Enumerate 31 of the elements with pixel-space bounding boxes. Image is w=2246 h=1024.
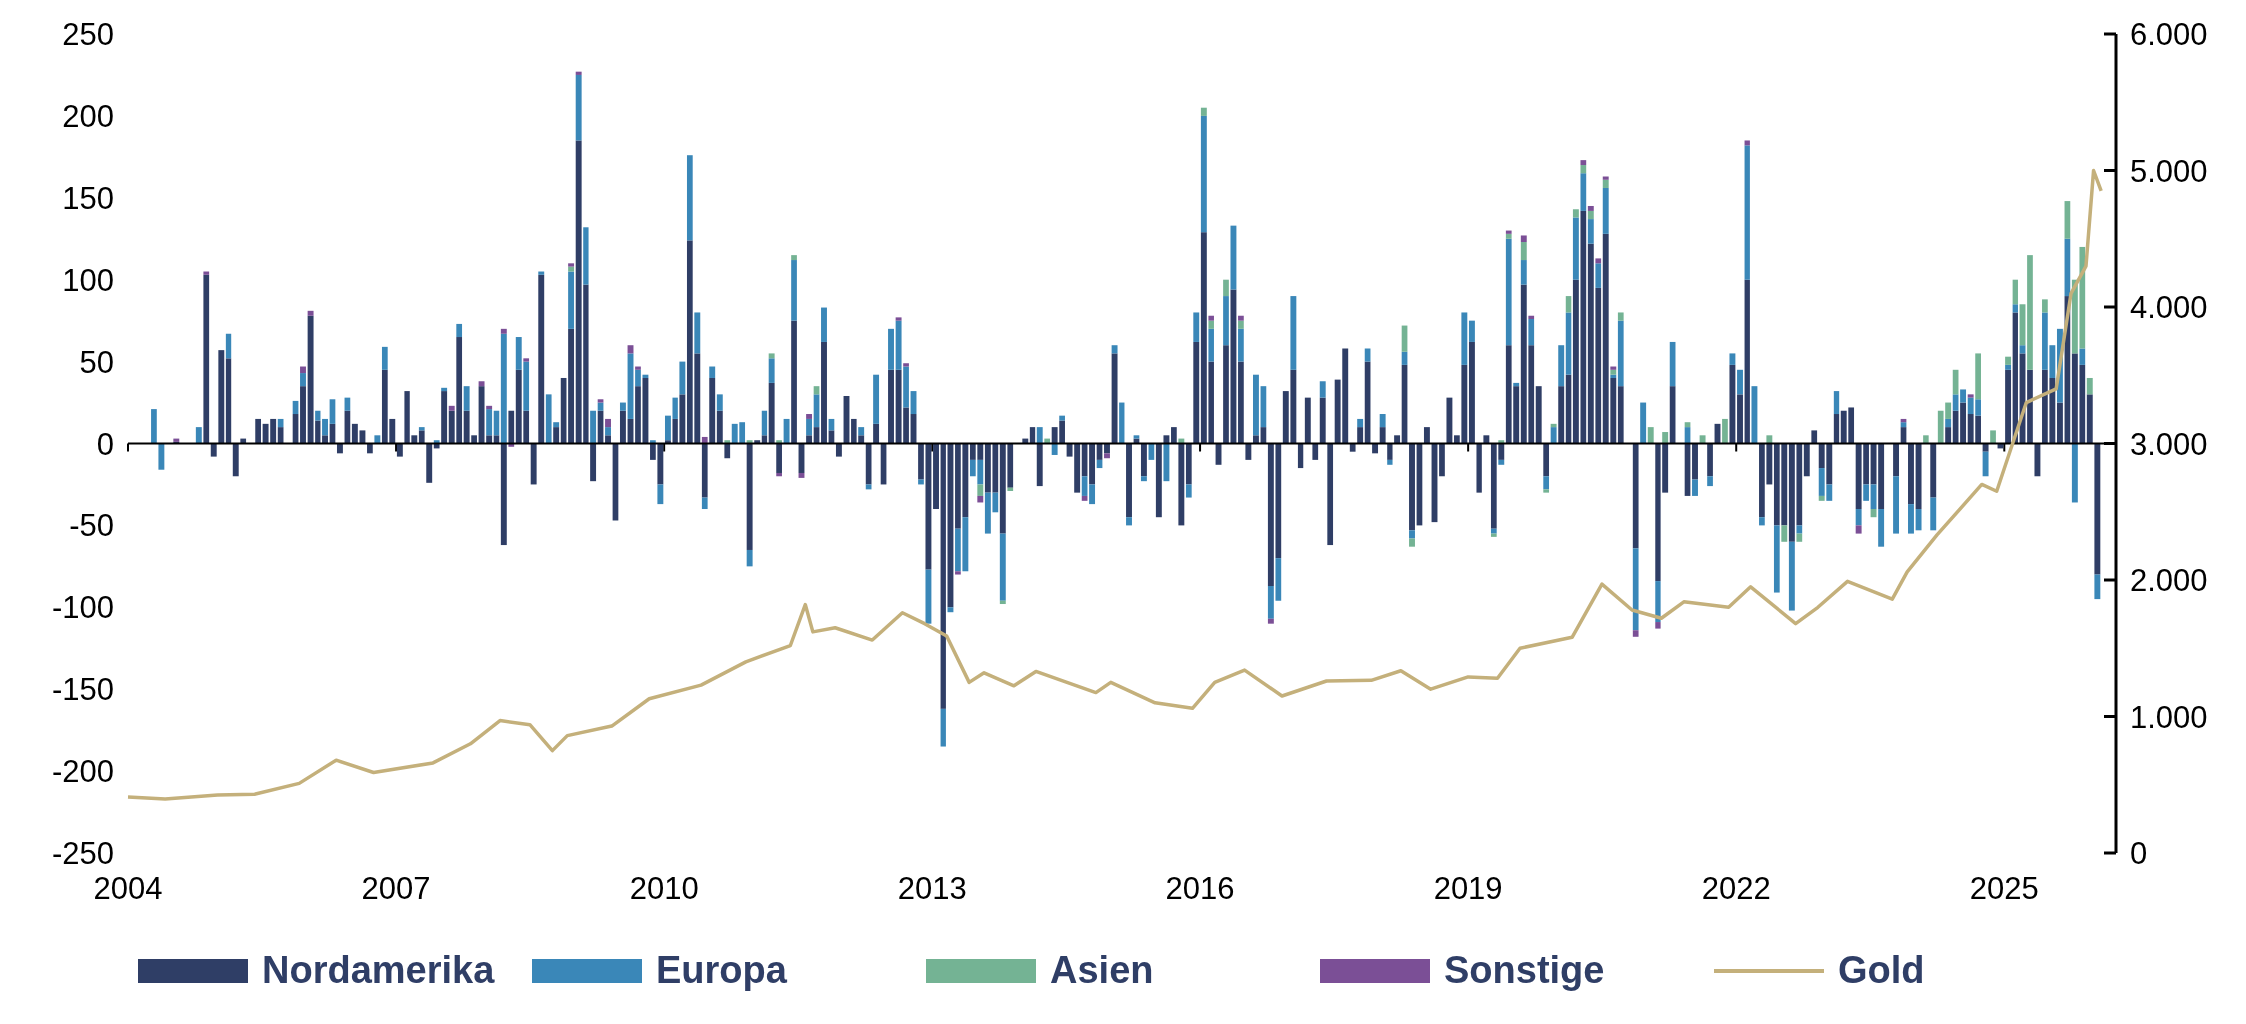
y-tick-label: 0 bbox=[96, 426, 114, 462]
legend-label: Gold bbox=[1838, 949, 1925, 991]
x-tick-label: 2016 bbox=[1165, 871, 1235, 906]
y-tick-label: -250 bbox=[51, 836, 114, 871]
y2-tick-label: 5.000 bbox=[2130, 153, 2208, 189]
y2-tick-label: 0 bbox=[2130, 836, 2148, 871]
y-tick-label: -150 bbox=[51, 672, 114, 708]
x-tick-label: 2022 bbox=[1701, 871, 1771, 906]
legend-label: Nordamerika bbox=[262, 949, 496, 991]
x-tick-label: 2007 bbox=[361, 871, 431, 906]
y-tick-label: 50 bbox=[79, 344, 114, 380]
legend-label: Asien bbox=[1050, 949, 1154, 991]
y-tick-label: 250 bbox=[62, 17, 114, 52]
x-tick-label: 2025 bbox=[1969, 871, 2039, 906]
y-tick-label: -50 bbox=[69, 508, 114, 544]
y-tick-label: 150 bbox=[62, 180, 114, 216]
y2-tick-label: 3.000 bbox=[2130, 426, 2208, 462]
y-tick-label: 200 bbox=[62, 98, 114, 134]
x-tick-label: 2010 bbox=[629, 871, 699, 906]
y-tick-label: -200 bbox=[51, 754, 114, 790]
y-tick-label: -100 bbox=[51, 590, 114, 626]
x-tick-label: 2004 bbox=[93, 871, 163, 906]
y2-tick-label: 4.000 bbox=[2130, 290, 2208, 325]
legend-label: Europa bbox=[656, 949, 788, 991]
x-tick-label: 2019 bbox=[1433, 871, 1503, 906]
y2-tick-label: 1.000 bbox=[2130, 699, 2208, 735]
x-tick-label: 2013 bbox=[897, 871, 967, 906]
y2-tick-label: 2.000 bbox=[2130, 563, 2208, 598]
y2-tick-label: 6.000 bbox=[2130, 17, 2208, 52]
y-tick-label: 100 bbox=[62, 262, 114, 298]
legend-label: Sonstige bbox=[1444, 949, 1605, 991]
